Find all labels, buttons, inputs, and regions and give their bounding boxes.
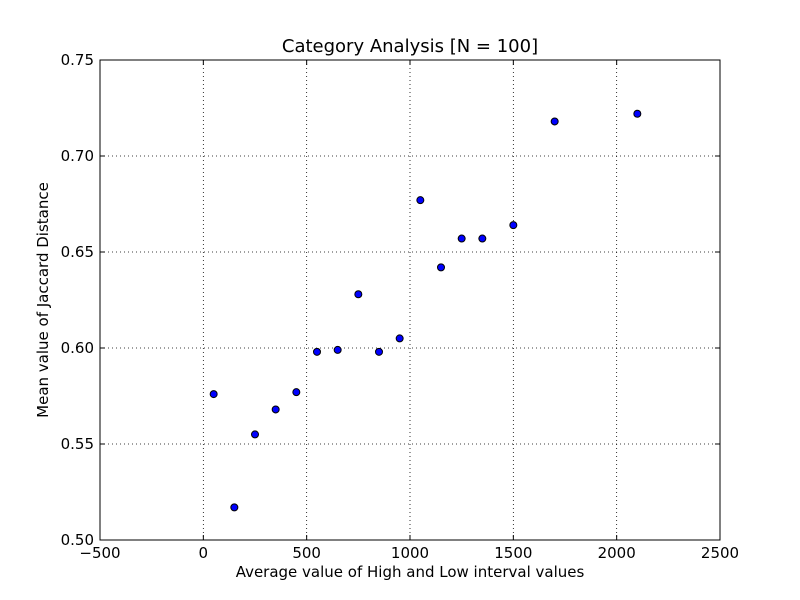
x-tick-label: 2500	[701, 544, 739, 562]
data-point	[457, 234, 466, 243]
data-point	[292, 388, 301, 397]
data-point	[375, 347, 383, 356]
x-tick-label: 500	[292, 544, 321, 562]
data-point	[230, 503, 239, 512]
data-points	[209, 109, 642, 512]
x-tick-label: 2000	[598, 544, 636, 562]
y-tick-label: 0.65	[61, 243, 94, 261]
tick-labels: −500 0 500 1000 1500 2000 2500 0.50 0.55 0.60 0.65…	[61, 51, 740, 562]
y-tick-label: 0.60	[61, 339, 94, 357]
plot-frame	[99, 59, 721, 541]
data-point	[354, 290, 363, 299]
x-tick-label: 1000	[391, 544, 429, 562]
data-point	[251, 430, 259, 439]
data-point	[395, 334, 404, 343]
data-point	[209, 390, 218, 399]
y-tick-label: 0.50	[61, 531, 94, 549]
x-axis-label: Average value of High and Low interval v…	[236, 563, 585, 581]
y-tick-label: 0.70	[61, 147, 94, 165]
data-point	[437, 263, 445, 272]
data-point	[509, 221, 518, 230]
data-point	[313, 347, 321, 356]
data-point	[416, 196, 425, 205]
data-point	[478, 234, 487, 243]
y-tick-label: 0.55	[61, 435, 94, 453]
data-point	[550, 117, 559, 126]
y-tick-label: 0.75	[61, 51, 94, 69]
y-axis-label: Mean value of Jaccard Distance	[34, 182, 52, 418]
chart-title: Category Analysis [N = 100]	[282, 36, 538, 57]
x-tick-label: 0	[199, 544, 209, 562]
data-point	[633, 109, 642, 118]
x-tick-label: −500	[79, 544, 120, 562]
data-point	[271, 405, 280, 414]
data-point	[333, 345, 342, 354]
x-tick-label: 1500	[494, 544, 532, 562]
